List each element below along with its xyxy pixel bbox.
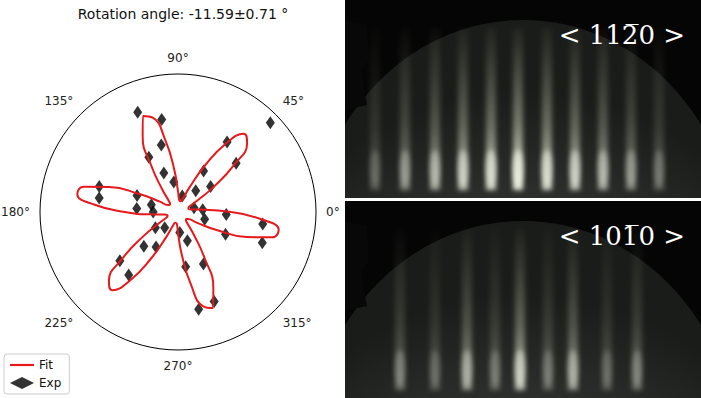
svg-text:270°: 270° <box>164 359 193 373</box>
svg-text:45°: 45° <box>283 94 304 108</box>
svg-text:225°: 225° <box>44 316 73 330</box>
svg-text:90°: 90° <box>167 51 188 65</box>
svg-text:315°: 315° <box>283 316 312 330</box>
svg-text:Rotation angle: -11.59±0.71 °: Rotation angle: -11.59±0.71 ° <box>78 6 289 22</box>
svg-text:0°: 0° <box>326 205 340 219</box>
svg-text:< 101̅0 >: < 101̅0 > <box>559 221 685 251</box>
svg-text:180°: 180° <box>1 205 30 219</box>
svg-text:Fit: Fit <box>39 358 53 372</box>
svg-text:< 112̅0 >: < 112̅0 > <box>559 20 685 50</box>
svg-text:Exp: Exp <box>39 376 61 390</box>
svg-text:135°: 135° <box>44 94 73 108</box>
